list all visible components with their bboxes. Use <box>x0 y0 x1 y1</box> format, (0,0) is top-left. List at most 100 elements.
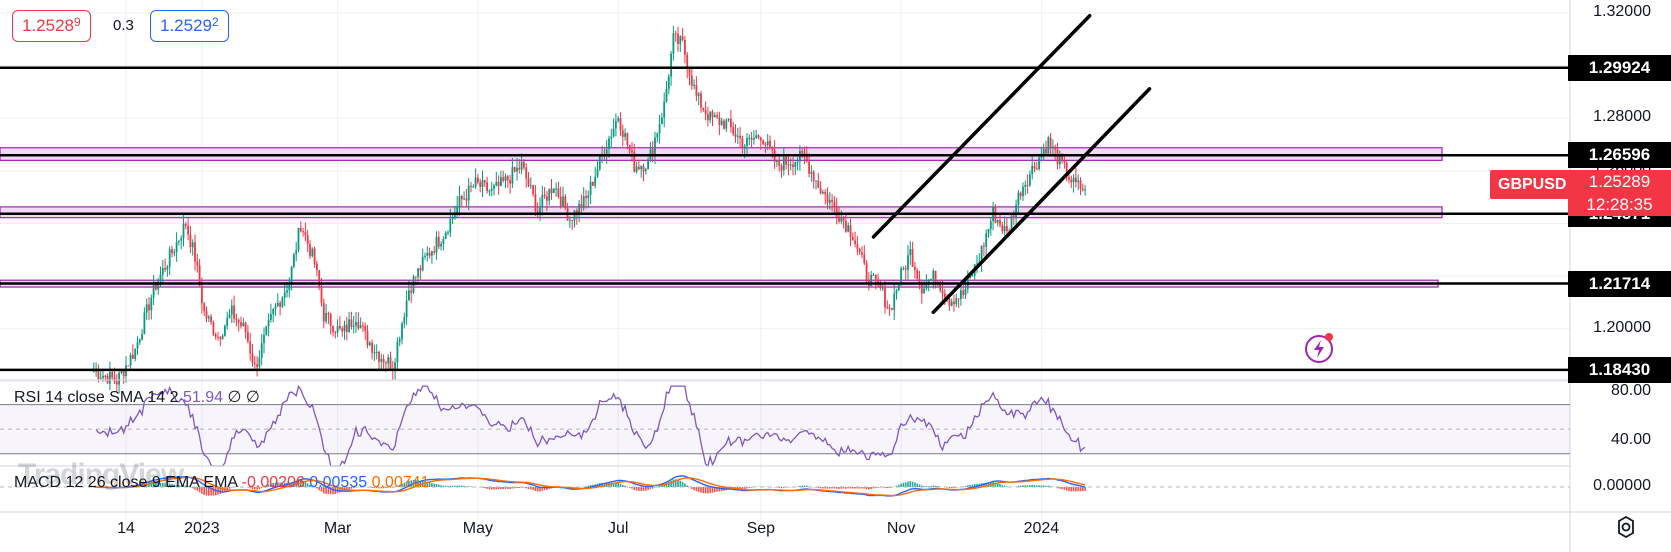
candle-body <box>341 328 344 332</box>
candle-body <box>858 249 861 253</box>
candle-213 <box>582 187 585 211</box>
candle-body <box>490 188 493 191</box>
time-tick-label-4: Jul <box>607 520 629 537</box>
candle-378 <box>962 283 965 299</box>
candle-368 <box>939 279 942 293</box>
rsi-legend[interactable]: RSI 14 close SMA 14 2 51.94 ∅ ∅ <box>14 387 260 407</box>
candle-230 <box>621 124 624 147</box>
candle-body <box>435 236 438 253</box>
candle-body <box>378 351 380 362</box>
ask-price-box[interactable]: 1.25292 <box>150 10 229 42</box>
candle-361 <box>923 279 925 294</box>
candle-59 <box>228 309 231 319</box>
candle-body <box>120 370 123 373</box>
candle-body <box>217 336 219 338</box>
candle-body <box>856 244 859 250</box>
candle-425 <box>1070 175 1073 189</box>
candle-body <box>957 298 960 300</box>
candle-body <box>920 282 923 294</box>
candle-30 <box>161 259 164 285</box>
macd-legend[interactable]: MACD 12 26 close 9 EMA EMA -0.00206 0.00… <box>14 474 429 492</box>
candle-body <box>746 137 748 147</box>
candle-body <box>293 254 295 267</box>
candle-body <box>916 270 919 279</box>
candle-body <box>619 118 622 131</box>
candle-305 <box>794 161 797 176</box>
candle-body <box>467 185 470 201</box>
candle-body <box>996 219 999 223</box>
candle-body <box>796 161 799 163</box>
candle-body <box>1017 192 1020 205</box>
candle-183 <box>513 166 516 173</box>
candle-393 <box>996 219 999 227</box>
candle-body <box>725 120 728 129</box>
candle-body <box>214 334 217 337</box>
candle-387 <box>983 242 985 257</box>
candle-35 <box>173 249 176 257</box>
candle-body <box>564 196 567 209</box>
settings-gear-icon[interactable] <box>1615 516 1637 538</box>
candle-body <box>969 275 971 278</box>
candle-body <box>313 248 316 264</box>
candle-176 <box>497 175 500 195</box>
candle-body <box>327 313 330 315</box>
candle-194 <box>539 197 541 222</box>
candle-246 <box>658 114 661 144</box>
candle-body <box>111 372 114 378</box>
macd-line-value: 0.00535 <box>309 474 368 491</box>
candle-body <box>550 188 553 193</box>
candle-body <box>495 181 498 186</box>
candle-body <box>960 290 962 300</box>
candle-410 <box>1035 161 1038 170</box>
candle-377 <box>960 283 962 306</box>
candle-73 <box>260 333 263 366</box>
candle-body <box>902 268 905 270</box>
candle-body <box>334 332 337 334</box>
candle-body <box>743 146 746 148</box>
bid-price-box[interactable]: 1.25289 <box>12 10 91 42</box>
candle-26 <box>152 274 155 305</box>
candle-195 <box>541 185 544 216</box>
candle-body <box>198 265 201 286</box>
candle-198 <box>548 188 551 206</box>
candle-332 <box>856 235 859 256</box>
candle-53 <box>214 332 217 340</box>
candle-body <box>651 149 654 154</box>
candle-216 <box>589 175 592 204</box>
candle-191 <box>532 184 534 197</box>
candle-body <box>794 161 797 167</box>
candle-286 <box>750 131 753 148</box>
candle-266 <box>704 101 707 121</box>
candle-body <box>479 182 482 187</box>
candle-175 <box>495 171 498 187</box>
candle-6 <box>106 373 109 384</box>
candle-125 <box>380 353 383 371</box>
candle-90 <box>299 221 302 233</box>
candle-345 <box>886 300 889 310</box>
candle-285 <box>748 134 751 146</box>
candle-245 <box>656 132 659 143</box>
candle-422 <box>1063 155 1066 169</box>
candle-body <box>1063 160 1066 163</box>
candle-106 <box>336 319 339 337</box>
candle-body <box>755 135 758 139</box>
candle-body <box>596 169 599 177</box>
candle-79 <box>274 303 277 316</box>
candle-body <box>900 268 902 285</box>
candle-body <box>677 33 679 44</box>
candle-body <box>782 156 785 171</box>
candle-101 <box>325 303 327 324</box>
candle-388 <box>985 229 988 257</box>
candle-body <box>295 250 298 255</box>
candle-body <box>580 203 583 209</box>
candle-98 <box>318 270 321 291</box>
candle-body <box>953 301 955 305</box>
candle-body <box>405 300 408 318</box>
candle-body <box>762 140 764 145</box>
candle-body <box>670 53 672 77</box>
candle-body <box>663 101 666 118</box>
candle-body <box>171 249 173 254</box>
candle-body <box>932 270 935 280</box>
lightning-icon[interactable] <box>1302 331 1336 365</box>
